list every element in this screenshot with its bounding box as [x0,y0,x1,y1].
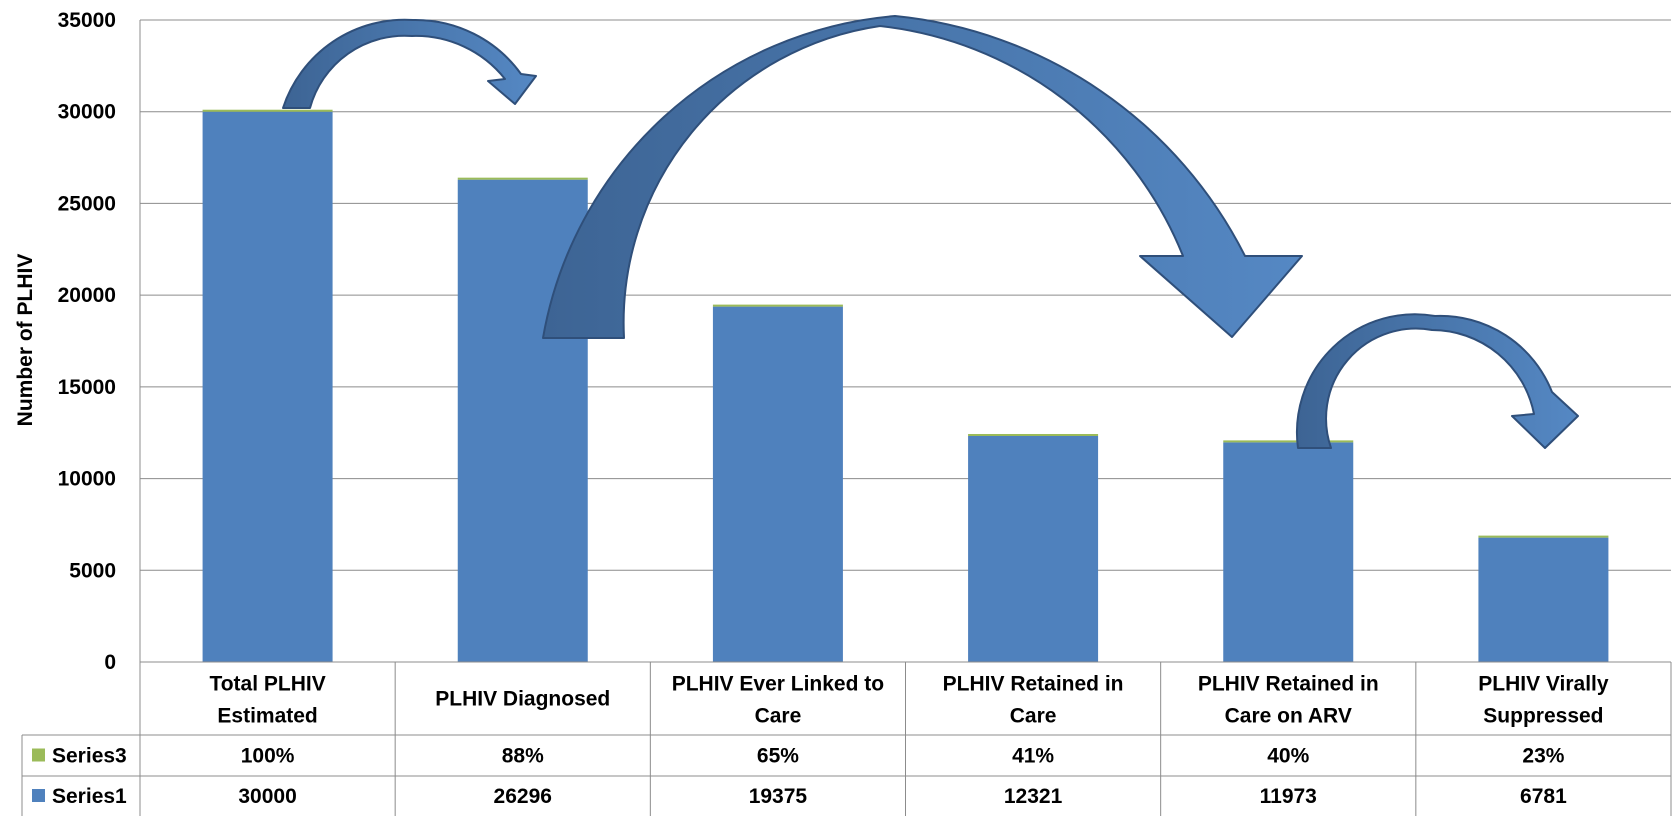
gridlines [139,19,1671,663]
y-tick-label: 35000 [58,9,116,32]
table-cell: 11973 [1260,785,1317,808]
y-tick-labels: 0 5000 10000 15000 20000 25000 30000 35000 [58,9,116,674]
series3-bar [1223,440,1354,443]
table-cell: 88% [502,745,544,768]
curved-arrow-small-left [282,18,537,109]
curved-arrows [282,15,1579,449]
category-label: Care on ARV [1225,705,1352,728]
bar [968,435,1099,662]
category-label: PLHIV Virally [1478,673,1609,696]
category-label: Care [755,705,802,728]
legend-label: Series1 [52,785,127,808]
y-tick-label: 0 [104,651,116,674]
legend-key [32,748,45,762]
table-cell: 26296 [494,785,552,808]
category-label: Total PLHIV [209,673,325,696]
table-cell: 30000 [238,785,296,808]
curved-arrow-large [542,15,1303,339]
y-tick-label: 10000 [58,468,116,491]
y-tick-label: 30000 [58,101,116,124]
category-label: PLHIV Retained in [943,673,1124,696]
category-label: Care [1010,705,1057,728]
y-tick-label: 5000 [69,559,116,582]
series3-bar [1478,535,1609,538]
table-cell: 100% [241,745,295,768]
bar [1478,537,1609,662]
y-tick-label: 25000 [58,192,116,215]
table-cell: 19375 [749,785,808,808]
y-tick-label: 15000 [58,376,116,399]
category-label: PLHIV Retained in [1198,673,1379,696]
series3-bar [202,109,333,112]
bar [712,306,843,662]
category-label: Suppressed [1483,705,1603,728]
table-cell: 40% [1267,745,1309,768]
data-table: Total PLHIV Estimated PLHIV Diagnosed PLHIV… [21,661,1672,816]
table-cell: 12321 [1004,785,1063,808]
series3-bar [968,433,1099,436]
table-cell: 6781 [1520,785,1567,808]
category-label: PLHIV Ever Linked to [672,673,884,696]
category-label: Estimated [217,705,317,728]
table-cell: 23% [1522,745,1564,768]
curved-arrow-small-right [1295,313,1579,449]
series3-bar [457,177,588,180]
y-tick-label: 20000 [58,284,116,307]
series3-bar [712,304,843,307]
bars [202,109,1609,662]
legend-label: Series3 [52,745,127,768]
category-label: PLHIV Diagnosed [435,688,610,711]
bar [202,111,333,662]
table-cell: 65% [757,745,799,768]
table-cell: 41% [1012,745,1054,768]
legend-key [32,789,45,802]
bar [1223,442,1354,662]
y-axis-label: Number of PLHIV [14,254,37,427]
